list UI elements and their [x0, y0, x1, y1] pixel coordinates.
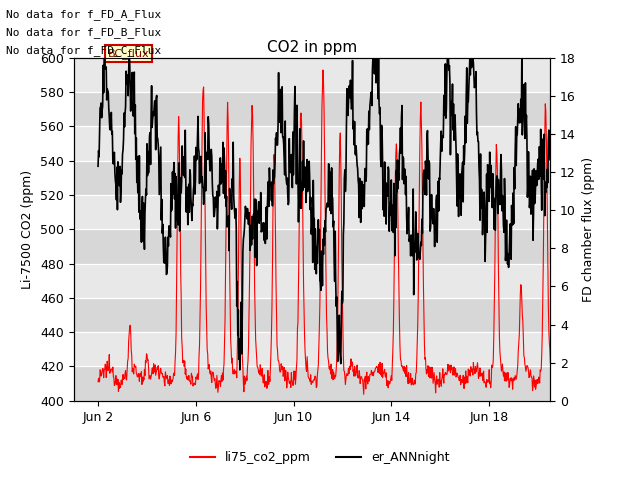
- Text: No data for f_FD_C_Flux: No data for f_FD_C_Flux: [6, 45, 162, 56]
- Bar: [74, 229, 550, 264]
- Legend: li75_co2_ppm, er_ANNnight: li75_co2_ppm, er_ANNnight: [186, 446, 454, 469]
- Bar: [74, 160, 550, 195]
- Y-axis label: FD chamber flux (ppm): FD chamber flux (ppm): [582, 156, 595, 302]
- Y-axis label: Li-7500 CO2 (ppm): Li-7500 CO2 (ppm): [21, 169, 35, 289]
- Bar: [74, 92, 550, 126]
- Text: BC_flux: BC_flux: [108, 48, 150, 59]
- Bar: [74, 367, 550, 401]
- Text: No data for f_FD_B_Flux: No data for f_FD_B_Flux: [6, 27, 162, 38]
- Text: No data for f_FD_A_Flux: No data for f_FD_A_Flux: [6, 9, 162, 20]
- Bar: [74, 298, 550, 332]
- Title: CO2 in ppm: CO2 in ppm: [267, 40, 357, 55]
